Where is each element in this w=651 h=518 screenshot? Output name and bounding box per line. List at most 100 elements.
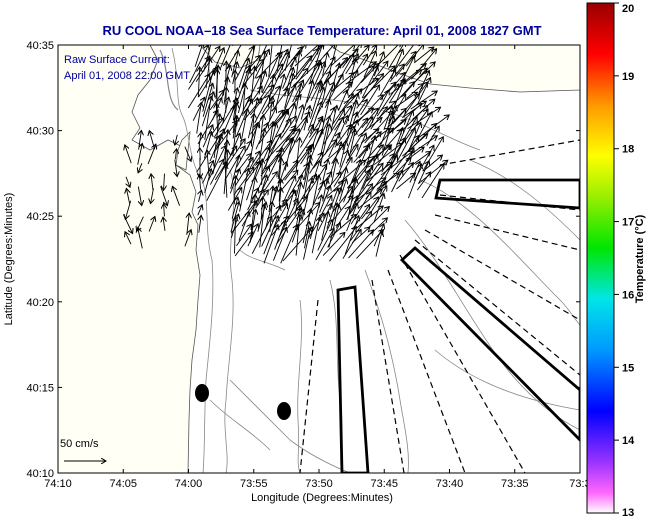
- current-vector: [361, 66, 378, 99]
- current-vector: [300, 81, 313, 120]
- current-vector: [376, 84, 399, 117]
- current-vector: [263, 225, 278, 264]
- current-vector: [199, 175, 200, 190]
- current-vector: [353, 178, 386, 203]
- current-vector: [416, 172, 430, 191]
- current-vector: [231, 197, 238, 219]
- current-vector: [327, 223, 341, 248]
- y-axis-ticks: 40:35 40:30 40:25 40:20 40:15 40:10: [26, 40, 580, 480]
- current-vector: [262, 155, 280, 190]
- current-vector: [356, 163, 383, 200]
- colorbar-tick-label: 18: [622, 144, 634, 156]
- current-vector: [281, 116, 297, 138]
- legend-line2: April 01, 2008 22:00 GMT: [64, 70, 190, 82]
- current-vector: [268, 186, 273, 212]
- current-vector-field: [122, 45, 449, 264]
- current-vector: [223, 150, 228, 195]
- current-vector: [328, 45, 338, 77]
- current-vector: [403, 101, 427, 118]
- current-vector: [388, 45, 406, 70]
- site-marker-2: [277, 402, 291, 420]
- figure-title: RU COOL NOAA–18 Sea Surface Temperature:…: [102, 23, 541, 38]
- x-tick-label: 73:55: [240, 478, 268, 490]
- current-vector: [348, 230, 374, 259]
- current-vector: [321, 212, 329, 241]
- colorbar-tick-label: 15: [622, 362, 634, 374]
- current-vector: [300, 125, 314, 148]
- current-vector: [204, 96, 211, 140]
- current-vector: [356, 145, 384, 182]
- current-vector: [259, 205, 265, 248]
- current-vector: [287, 68, 308, 96]
- current-vector: [237, 69, 249, 114]
- colorbar-tick-label: 16: [622, 289, 634, 301]
- current-vector: [184, 230, 191, 247]
- colorbar-tick-label: 17: [622, 217, 634, 229]
- current-vector: [303, 228, 311, 260]
- current-vector: [187, 74, 209, 109]
- current-vector: [389, 64, 404, 83]
- current-vector: [225, 164, 227, 198]
- current-vector: [417, 78, 431, 105]
- current-vector: [319, 185, 331, 213]
- colorbar-tick-label: 14: [622, 435, 635, 447]
- current-vector: [282, 57, 296, 89]
- y-tick-label: 40:10: [26, 468, 54, 480]
- current-vector: [251, 216, 272, 254]
- current-vector: [331, 54, 353, 92]
- current-vector: [235, 99, 252, 138]
- y-tick-label: 40:20: [26, 297, 54, 309]
- current-vector: [339, 141, 346, 168]
- current-vector: [320, 116, 330, 156]
- current-vector: [342, 229, 361, 259]
- current-vector: [238, 58, 249, 88]
- current-vector: [380, 69, 395, 96]
- x-tick-label: 73:35: [501, 478, 529, 490]
- current-vector: [261, 115, 264, 140]
- current-vector: [235, 216, 236, 254]
- current-vector: [197, 205, 202, 216]
- scale-label: 50 cm/s: [60, 438, 99, 450]
- current-vector: [315, 228, 334, 261]
- current-vector: [197, 110, 218, 145]
- current-vector: [126, 176, 130, 187]
- current-vector: [278, 129, 300, 162]
- x-tick-label: 74:05: [109, 478, 137, 490]
- current-vector: [205, 58, 210, 89]
- current-vector: [357, 189, 382, 210]
- current-vector: [202, 70, 214, 112]
- current-vector: [236, 141, 252, 168]
- current-vector: [270, 97, 273, 122]
- current-vector: [418, 161, 429, 184]
- x-tick-label: 73:45: [370, 478, 398, 490]
- current-vector: [356, 74, 384, 109]
- current-vector: [271, 110, 288, 145]
- current-vector: [264, 172, 277, 191]
- current-vector: [392, 45, 415, 73]
- current-vector: [364, 111, 394, 144]
- current-vector: [311, 217, 320, 254]
- current-vector: [307, 87, 324, 131]
- current-vector: [391, 170, 403, 193]
- current-vector: [407, 107, 441, 130]
- channel-dashed-lines: [299, 139, 580, 473]
- current-vector: [324, 117, 343, 155]
- x-tick-label: 74:10: [44, 478, 72, 490]
- current-vector: [125, 232, 132, 245]
- current-vector: [194, 45, 203, 67]
- current-vector: [196, 103, 202, 134]
- current-vector: [330, 105, 337, 131]
- current-vector: [304, 222, 310, 249]
- current-vector: [283, 56, 311, 91]
- x-tick-label: 73:50: [305, 478, 333, 490]
- current-vector: [234, 232, 253, 257]
- current-vector: [394, 117, 417, 156]
- y-axis-label: Latitude (Degrees:Minutes): [3, 193, 15, 326]
- current-vector: [376, 173, 399, 190]
- y-tick-label: 40:25: [26, 211, 54, 223]
- current-vector: [184, 146, 191, 162]
- current-vector: [147, 144, 156, 165]
- current-vector: [125, 145, 132, 164]
- current-vector: [263, 216, 278, 255]
